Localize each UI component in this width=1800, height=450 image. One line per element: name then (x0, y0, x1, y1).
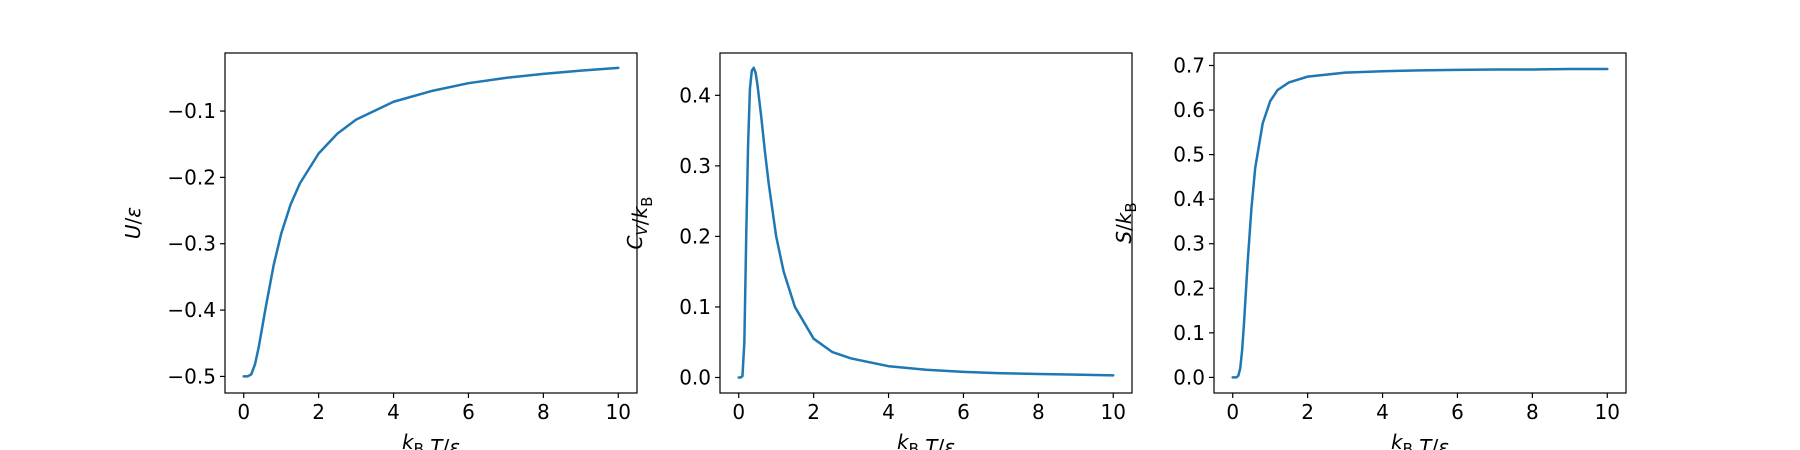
heat-capacity-axes: 0 2 4 6 8 10 0.0 0.1 0.2 0.3 0.4 kB T/ε CV/kB (623, 52, 1133, 450)
x-tick-label: 8 (1526, 400, 1539, 424)
x-tick-label: 4 (882, 400, 895, 424)
x-tick-label: 0 (1226, 400, 1239, 424)
y-tick-label: −0.5 (167, 364, 216, 388)
x-axis-label: kB T/ε (402, 430, 460, 450)
heat-capacity-frame (719, 52, 1133, 394)
x-tick-label: 6 (957, 400, 970, 424)
x-tick-label: 10 (1101, 400, 1126, 424)
y-axis-label: U/ε (121, 207, 145, 239)
x-axis-label: kB T/ε (1391, 430, 1449, 450)
x-tick-label: 0 (732, 400, 745, 424)
y-tick-label: −0.4 (167, 298, 216, 322)
x-tick-label: 4 (387, 400, 400, 424)
y-tick-label: 0.4 (1173, 187, 1205, 211)
x-tick-label: 6 (462, 400, 475, 424)
x-tick-label: 2 (1301, 400, 1314, 424)
x-tick-label: 4 (1376, 400, 1389, 424)
y-tick-label: 0.5 (1173, 143, 1205, 167)
x-tick-label: 8 (537, 400, 550, 424)
y-tick-label: 0.6 (1173, 98, 1205, 122)
internal-energy-frame (224, 52, 638, 394)
x-tick-label: 8 (1032, 400, 1045, 424)
x-tick-label: 6 (1451, 400, 1464, 424)
y-tick-label: 0.0 (1173, 365, 1205, 389)
entropy-curve (1231, 67, 1609, 379)
x-tick-label: 2 (807, 400, 820, 424)
y-tick-label: 0.3 (679, 154, 711, 178)
x-tick-label: 0 (237, 400, 250, 424)
internal-energy-curve (242, 66, 620, 378)
y-tick-label: 0.7 (1173, 53, 1205, 77)
entropy-axes: 0 2 4 6 8 10 0.0 0.1 0.2 0.3 0.4 0.5 0.6 0.7 kB T/ε S/k… (1112, 52, 1627, 450)
y-tick-label: 0.0 (679, 365, 711, 389)
y-tick-label: −0.2 (167, 165, 216, 189)
x-tick-label: 2 (312, 400, 325, 424)
x-axis-label: kB T/ε (897, 430, 955, 450)
y-tick-label: 0.3 (1173, 232, 1205, 256)
internal-energy-axes: 0 2 4 6 8 10 −0.5 −0.4 −0.3 −0.2 −0.1 kB T/ε U/ε (121, 52, 638, 450)
x-tick-label: 10 (1595, 400, 1620, 424)
heat-capacity-curve (737, 66, 1115, 379)
y-tick-label: 0.1 (1173, 321, 1205, 345)
y-axis-label: CV/kB (623, 197, 656, 250)
y-tick-label: −0.3 (167, 232, 216, 256)
x-tick-label: 10 (606, 400, 631, 424)
y-tick-label: 0.1 (679, 295, 711, 319)
y-axis-label: S/kB (1112, 202, 1140, 243)
y-tick-label: 0.4 (679, 83, 711, 107)
entropy-frame (1213, 52, 1627, 394)
y-tick-label: 0.2 (679, 224, 711, 248)
panels: 0 2 4 6 8 10 −0.5 −0.4 −0.3 −0.2 −0.1 kB T/ε U/ε 0 2 4 6… (121, 52, 1627, 450)
y-tick-label: −0.1 (167, 99, 216, 123)
y-tick-label: 0.2 (1173, 276, 1205, 300)
